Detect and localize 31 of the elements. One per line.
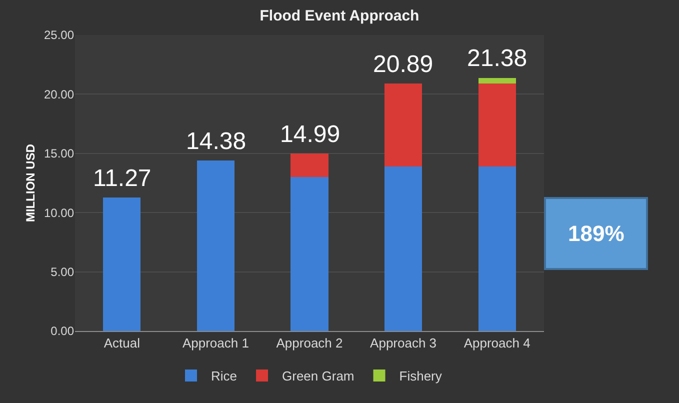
x-tick-label: Actual xyxy=(104,336,140,351)
y-tick-label: 10.00 xyxy=(44,206,74,220)
y-tick-label: 5.00 xyxy=(50,265,74,279)
bar xyxy=(103,198,141,331)
bar xyxy=(478,78,516,84)
legend-label: Fishery xyxy=(399,368,442,384)
total-label: 14.38 xyxy=(186,128,246,155)
y-tick-label: 15.00 xyxy=(44,146,74,161)
total-label: 11.27 xyxy=(93,165,152,192)
x-tick-label: Approach 2 xyxy=(276,336,343,351)
y-axis-title: MILLION USD xyxy=(23,144,38,222)
total-label: 14.99 xyxy=(280,121,340,148)
bar xyxy=(290,154,328,178)
text: 189% xyxy=(568,221,624,246)
bar xyxy=(478,84,516,166)
x-tick-label: Approach 3 xyxy=(370,336,437,351)
x-tick-label: Approach 1 xyxy=(182,336,249,351)
legend-label: Green Gram xyxy=(282,368,354,384)
x-tick-label: Approach 4 xyxy=(464,336,530,351)
total-label: 21.38 xyxy=(467,45,528,72)
chart-title: Flood Event Approach xyxy=(260,8,420,25)
y-tick-label: 20.00 xyxy=(44,87,74,102)
total-label: 20.89 xyxy=(373,51,434,78)
bar xyxy=(384,84,422,166)
bar xyxy=(384,166,422,331)
y-tick-label: 25.00 xyxy=(44,28,74,42)
bar xyxy=(196,160,234,331)
bar xyxy=(478,166,516,331)
y-tick-label: 0.00 xyxy=(50,324,74,338)
bar xyxy=(290,177,328,331)
legend-label: Rice xyxy=(211,368,238,384)
